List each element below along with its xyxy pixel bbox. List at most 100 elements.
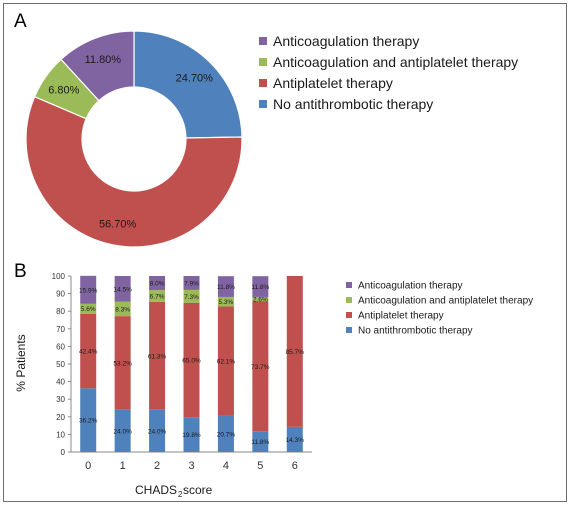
bar-value-label: 85.7% xyxy=(286,349,305,356)
bar-segment-1 xyxy=(114,316,131,410)
panel-a-label: A xyxy=(14,11,27,32)
bar-segment-1 xyxy=(217,306,234,416)
x-tick-label: 6 xyxy=(292,460,298,472)
y-tick-label: 90 xyxy=(56,290,65,299)
bar-legend-swatch xyxy=(346,282,352,288)
bar-legend-swatch xyxy=(346,297,352,303)
x-tick-label: 5 xyxy=(257,460,263,472)
bar-segment-3 xyxy=(183,276,200,290)
bar-segment-3 xyxy=(114,276,131,302)
donut-legend-label: No antithrombotic therapy xyxy=(273,96,433,112)
donut-slice-0 xyxy=(133,30,243,139)
bar-value-label: 14.5% xyxy=(113,286,132,293)
bar-value-label: 42.4% xyxy=(79,348,98,355)
bar-value-label: 8.3% xyxy=(115,306,130,313)
x-tick-label: 1 xyxy=(120,460,126,472)
bar-value-label: 11.8% xyxy=(251,439,269,446)
bar-segment-3 xyxy=(217,276,234,297)
donut-legend-label: Antiplatelet therapy xyxy=(273,75,393,91)
bar-segment-0 xyxy=(217,415,234,452)
bar-value-label: 7.3% xyxy=(184,294,199,301)
panel-b-label: B xyxy=(14,261,27,282)
bar-segment-1 xyxy=(252,301,269,432)
figure-frame xyxy=(3,3,567,502)
bar-segment-0 xyxy=(80,388,97,452)
y-tick-label: 100 xyxy=(52,272,66,281)
donut-slice-3 xyxy=(60,30,135,102)
bar-value-label: 62.1% xyxy=(217,358,236,365)
bar-segment-1 xyxy=(149,301,166,410)
bar-segment-2 xyxy=(149,290,166,302)
bar-segment-1 xyxy=(183,302,200,418)
bar-value-label: 19.8% xyxy=(182,432,201,439)
x-tick-label: 4 xyxy=(223,460,229,472)
bar-segment-1 xyxy=(80,313,97,389)
donut-slice-label: 11.80% xyxy=(85,54,122,66)
bar-value-label: 53.2% xyxy=(113,360,132,367)
donut-slice-label: 6.80% xyxy=(48,84,79,96)
bar-value-label: 73.7% xyxy=(251,364,270,371)
bar-segment-0 xyxy=(252,431,269,452)
bar-value-label: 5.3% xyxy=(219,299,234,306)
bar-value-label: 15.9% xyxy=(79,287,98,294)
x-axis-title: CHADS xyxy=(135,483,177,497)
bar-value-label: 20.7% xyxy=(217,431,236,438)
bar-value-label: 24.0% xyxy=(113,428,132,435)
bar-legend-swatch xyxy=(346,327,352,333)
bar-segment-2 xyxy=(114,301,131,317)
x-tick-label: 3 xyxy=(188,460,194,472)
bar-value-label: 61.3% xyxy=(148,353,167,360)
bar-segment-2 xyxy=(252,296,269,302)
y-tick-label: 80 xyxy=(56,307,65,316)
bar-segment-1 xyxy=(286,276,303,427)
bar-segment-0 xyxy=(149,409,166,452)
donut-legend: Anticoagulation therapy Anticoagulation a… xyxy=(259,33,518,112)
y-tick-label: 40 xyxy=(56,378,65,387)
bar-legend-label: Anticoagulation and antiplatelet therapy xyxy=(358,296,533,307)
x-axis-title-suffix: score xyxy=(183,483,213,497)
bar-legend-swatch xyxy=(346,312,352,318)
bar-value-label: 14.3% xyxy=(286,437,305,444)
bar-segment-2 xyxy=(183,289,200,303)
bar-segment-0 xyxy=(114,409,131,452)
donut-slice-1 xyxy=(25,95,243,248)
y-axis-title: % Patients xyxy=(14,334,28,391)
bar-legend-label: No antithrombotic therapy xyxy=(358,326,473,337)
y-tick-label: 0 xyxy=(61,448,66,457)
bar-segment-3 xyxy=(252,276,269,297)
stacked-bar-chart: 36.2% 42.4% 5.6% 15.9% 24.0% 53.2% 8.3% 14.5% 24… xyxy=(79,275,305,452)
bar-value-label: 65.0% xyxy=(182,357,201,364)
donut-legend-swatch xyxy=(259,37,267,45)
donut-slice-label: 56.70% xyxy=(99,218,137,230)
bar-value-label: 7.9% xyxy=(184,280,199,287)
y-tick-label: 50 xyxy=(56,360,65,369)
donut-legend-label: Anticoagulation and antiplatelet therapy xyxy=(273,54,518,70)
donut-legend-swatch xyxy=(259,58,267,66)
bar-value-label: 6.7% xyxy=(150,293,165,300)
bar-segment-3 xyxy=(149,276,166,291)
bar-segment-3 xyxy=(80,275,97,304)
bar-value-label: 11.8% xyxy=(217,284,235,291)
donut-chart: 24.70% 56.70% 6.80% 11.80% xyxy=(25,30,243,248)
y-tick-label: 20 xyxy=(56,413,65,422)
y-tick-label: 70 xyxy=(56,325,65,334)
bar-legend: Anticoagulation therapy Anticoagulation a… xyxy=(346,281,533,337)
y-tick-label: 60 xyxy=(56,342,65,351)
bar-segment-0 xyxy=(183,417,200,452)
bar-value-label: 5.6% xyxy=(81,306,96,313)
bar-segment-2 xyxy=(217,296,234,307)
x-axis-title-subscript: 2 xyxy=(178,490,183,499)
bar-value-label: 36.2% xyxy=(79,418,98,425)
bar-legend-label: Anticoagulation therapy xyxy=(358,281,463,292)
donut-slice-label: 24.70% xyxy=(176,73,214,85)
x-tick-label: 2 xyxy=(154,460,160,472)
donut-legend-label: Anticoagulation therapy xyxy=(273,33,419,49)
x-tick-label: 0 xyxy=(85,460,91,472)
bar-segment-2 xyxy=(80,303,97,314)
bar-value-label: 2.6% xyxy=(253,297,268,304)
donut-legend-swatch xyxy=(259,100,267,108)
bar-value-label: 24.0% xyxy=(148,428,167,435)
bar-value-label: 11.8% xyxy=(251,284,269,291)
y-tick-label: 10 xyxy=(56,430,65,439)
